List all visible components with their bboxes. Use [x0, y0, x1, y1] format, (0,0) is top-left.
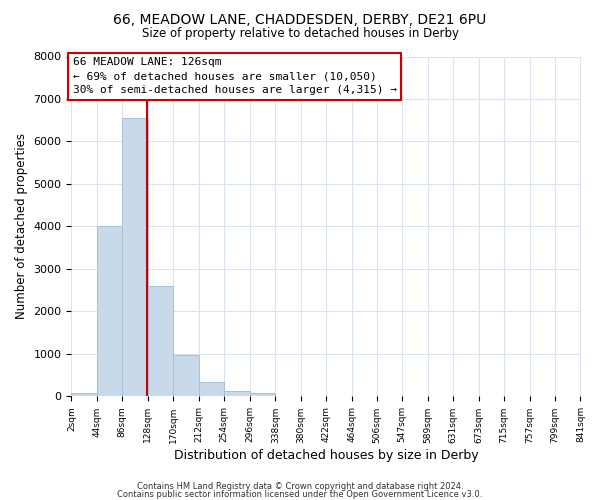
X-axis label: Distribution of detached houses by size in Derby: Distribution of detached houses by size … — [173, 450, 478, 462]
Bar — [122, 118, 148, 396]
Bar — [250, 394, 275, 396]
Text: Contains HM Land Registry data © Crown copyright and database right 2024.: Contains HM Land Registry data © Crown c… — [137, 482, 463, 491]
Text: Contains public sector information licensed under the Open Government Licence v3: Contains public sector information licen… — [118, 490, 482, 499]
Y-axis label: Number of detached properties: Number of detached properties — [15, 134, 28, 320]
Text: Size of property relative to detached houses in Derby: Size of property relative to detached ho… — [142, 28, 458, 40]
Bar — [224, 390, 250, 396]
Bar — [71, 394, 97, 396]
Bar — [148, 286, 173, 397]
Bar — [173, 355, 199, 397]
Text: 66 MEADOW LANE: 126sqm
← 69% of detached houses are smaller (10,050)
30% of semi: 66 MEADOW LANE: 126sqm ← 69% of detached… — [73, 58, 397, 96]
Bar — [199, 382, 224, 396]
Bar — [97, 226, 122, 396]
Text: 66, MEADOW LANE, CHADDESDEN, DERBY, DE21 6PU: 66, MEADOW LANE, CHADDESDEN, DERBY, DE21… — [113, 12, 487, 26]
